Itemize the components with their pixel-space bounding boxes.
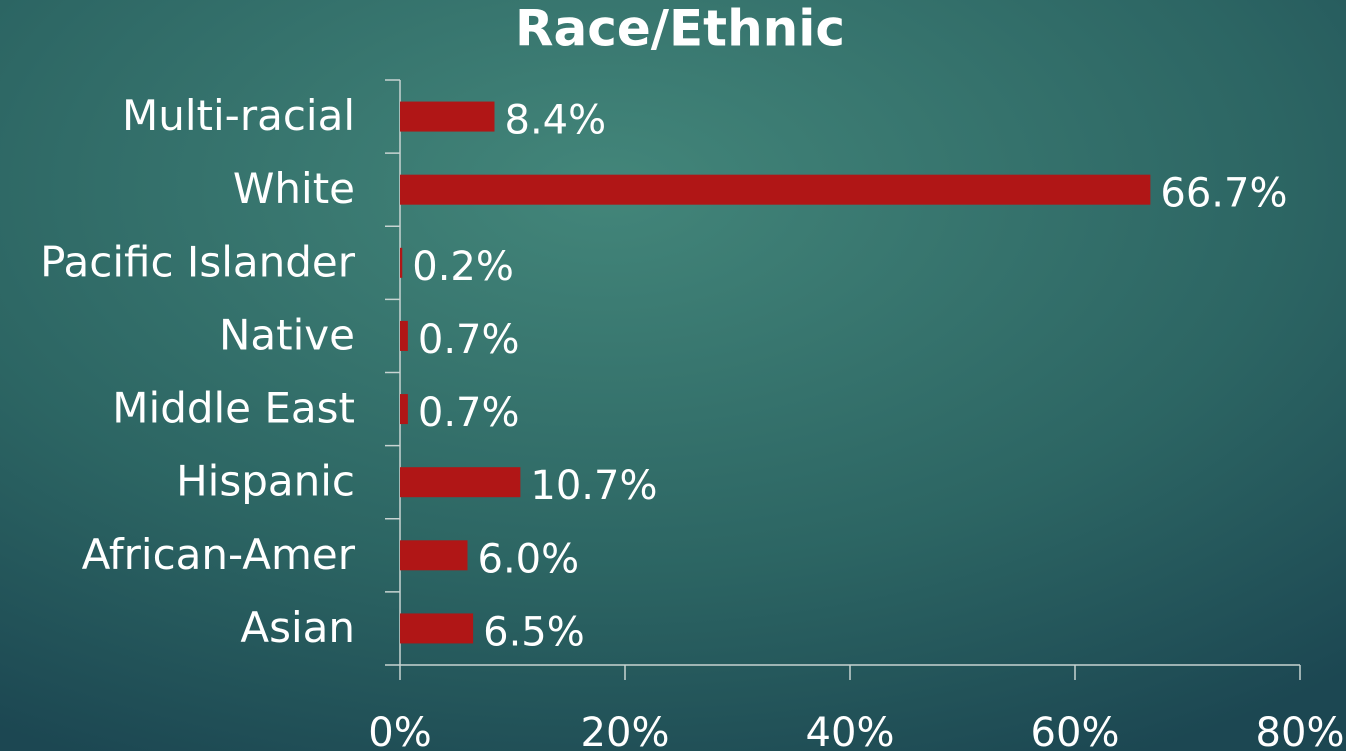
value-label: 66.7% [1160, 171, 1287, 217]
y-tick-label: Multi-racial [122, 91, 355, 140]
y-tick-label: Pacific Islander [40, 237, 356, 286]
value-label: 10.7% [530, 463, 657, 509]
value-label: 0.2% [412, 244, 514, 290]
bar [400, 101, 495, 132]
bar [400, 613, 474, 644]
value-label: 8.4% [505, 98, 607, 144]
value-label: 0.7% [418, 317, 520, 363]
bar [400, 174, 1151, 205]
y-tick-label: White [233, 164, 355, 213]
bar [400, 247, 403, 278]
value-label: 6.5% [483, 609, 585, 655]
y-tick-label: Asian [240, 603, 355, 652]
value-label: 6.0% [478, 536, 580, 582]
y-tick-label: African-Amer [82, 530, 356, 579]
y-tick-label: Hispanic [176, 457, 355, 506]
bar [400, 320, 408, 351]
x-tick-label: 60% [1031, 710, 1120, 751]
value-label: 0.7% [418, 390, 520, 436]
chart-title: Race/Ethnic [515, 0, 845, 58]
bar [400, 467, 521, 498]
x-tick-label: 20% [581, 710, 670, 751]
x-tick-label: 0% [368, 710, 431, 751]
y-tick-label: Middle East [112, 384, 355, 433]
x-tick-label: 80% [1256, 710, 1345, 751]
x-tick-label: 40% [806, 710, 895, 751]
y-tick-label: Native [219, 310, 355, 359]
bar [400, 394, 408, 425]
bar [400, 540, 468, 571]
